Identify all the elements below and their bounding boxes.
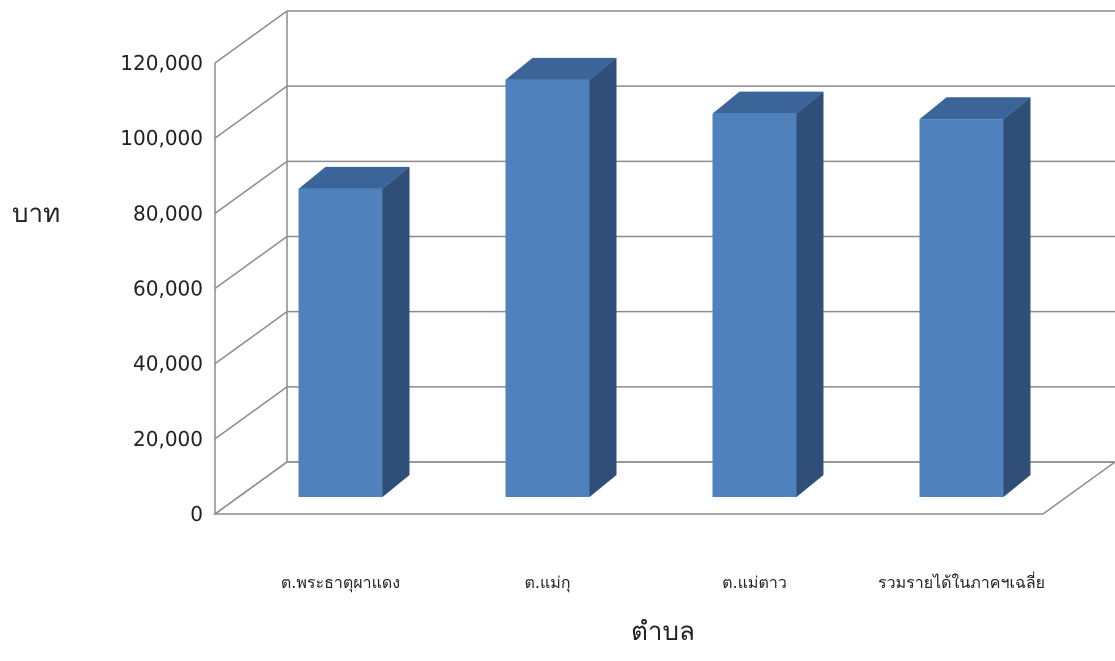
- bar-front: [505, 79, 590, 497]
- y-tick-label: 0: [190, 502, 203, 526]
- bar-side: [796, 91, 824, 498]
- bar: [712, 91, 824, 498]
- bar-front: [712, 113, 797, 498]
- bar-top: [298, 166, 410, 189]
- y-tick-label: 60,000: [133, 277, 203, 301]
- bar-side: [382, 166, 410, 498]
- bar-front: [298, 188, 383, 498]
- y-tick-label: 40,000: [133, 352, 203, 376]
- bar: [298, 166, 410, 498]
- x-tick-label: ต.แม่กุ: [524, 573, 570, 593]
- y-tick-label: 20,000: [133, 427, 203, 451]
- y-tick-label: 80,000: [133, 201, 203, 225]
- gridline: [214, 10, 1115, 64]
- bar: [505, 57, 617, 497]
- bar-side: [1003, 97, 1031, 497]
- y-tick-label: 120,000: [120, 51, 203, 75]
- bar: [919, 97, 1031, 497]
- gridline: [214, 85, 1115, 139]
- bar-front: [919, 119, 1004, 497]
- y-axis-title: บาท: [12, 199, 60, 229]
- y-tick-label: 100,000: [120, 126, 203, 150]
- x-tick-label: รวมรายได้ในภาคฯเฉลี่ย: [878, 571, 1045, 592]
- bars: [298, 57, 1031, 498]
- x-tick-label: ต.พระธาตุผาแดง: [281, 573, 400, 593]
- chart-floor: [212, 461, 1115, 515]
- x-axis-title: ตำบล: [631, 617, 695, 647]
- bar-top: [919, 97, 1031, 120]
- x-tick-label: ต.แม่ตาว: [722, 573, 787, 592]
- labels: 0 20,000 40,000 60,000 80,000 100,000 120,000 ต…: [120, 51, 1045, 593]
- bar-top: [712, 91, 824, 114]
- bar-top: [505, 57, 617, 80]
- bar-side: [589, 57, 617, 497]
